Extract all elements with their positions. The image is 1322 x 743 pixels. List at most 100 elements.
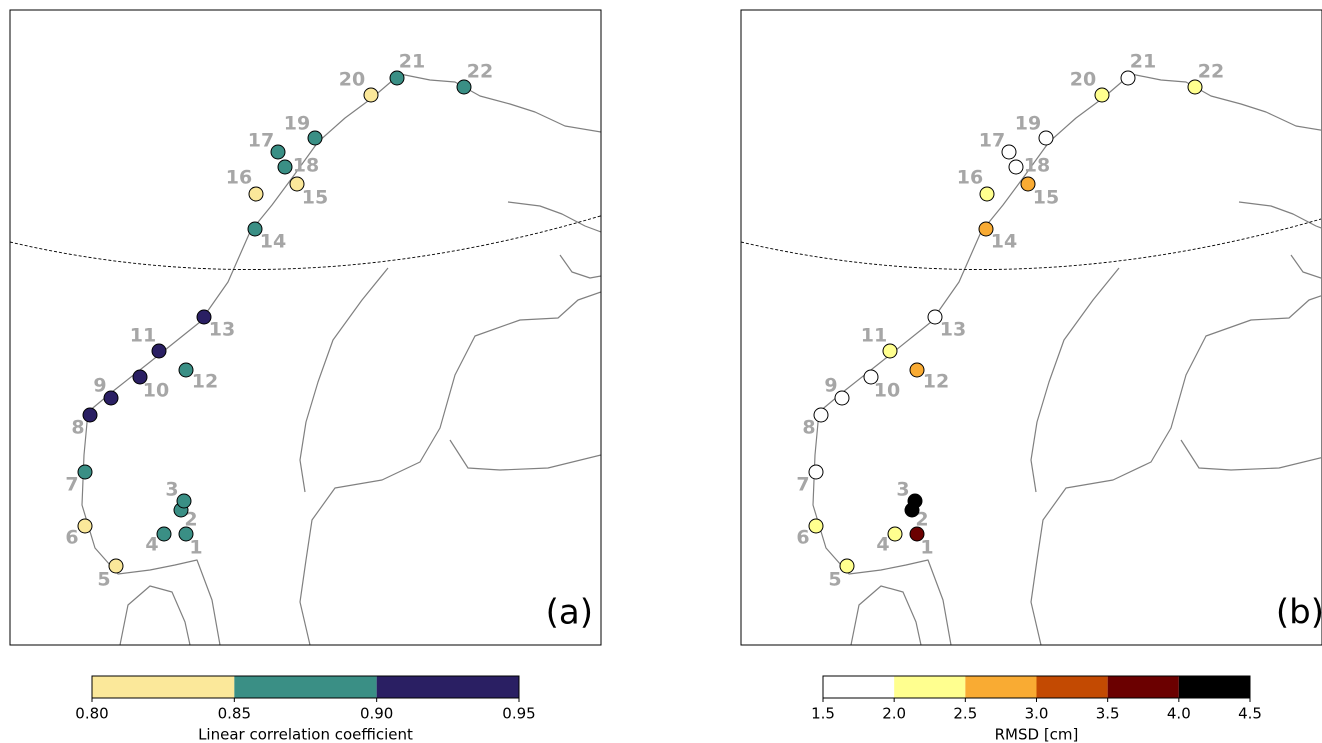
colorbar-segment [965,676,1037,698]
arctic-circle [741,218,1321,270]
panel-label: (a) [546,593,593,633]
station-marker [108,558,124,574]
station-number: 2 [915,509,928,531]
colorbar-segment [1178,676,1250,698]
station-marker [907,493,923,509]
station-number: 3 [165,479,178,501]
colorbar-segment [1107,676,1179,698]
station-number: 4 [145,534,158,556]
station-marker [363,87,379,103]
station-marker [834,390,850,406]
colorbar-tick-label: 1.5 [811,705,835,723]
station-number: 17 [248,130,274,152]
station-number: 20 [1070,69,1096,91]
station-marker [909,362,925,378]
station-marker [248,186,264,202]
station-marker [839,558,855,574]
colorbar-segment [234,676,377,698]
station-marker [1038,130,1054,146]
colorbar-frame [91,675,520,699]
colorbar-tick-label: 4.0 [1167,705,1191,723]
station-number: 8 [71,417,84,439]
station-number: 18 [1024,155,1050,177]
station-marker [863,369,879,385]
station-number: 10 [874,380,900,402]
station-number: 17 [979,130,1005,152]
station-number: 12 [192,371,218,393]
station-marker [1120,70,1136,86]
colorbar-label: Linear correlation coefficient [198,726,413,743]
station-number: 22 [1198,61,1224,83]
station-marker [1020,176,1036,192]
station-marker [178,526,194,542]
station-number: 21 [1130,51,1156,73]
station-marker [887,526,903,542]
coastline [81,73,601,645]
station-marker [808,518,824,534]
colorbar: 0.80 0.85 0.90 0.95 Linear correlation coeff… [75,675,536,743]
colorbar-tick-label: 2.5 [953,705,977,723]
station-number: 1 [920,537,933,559]
station-marker [176,493,192,509]
colorbar-tick-label: 4.5 [1238,705,1262,723]
colorbar-segment [376,676,519,698]
station-number: 10 [143,380,169,402]
station-number: 8 [802,417,815,439]
station-number: 13 [940,319,966,341]
station-number: 15 [1033,187,1059,209]
station-marker [196,309,212,325]
station-number: 21 [399,51,425,73]
colorbar-tick-label: 0.95 [502,705,535,723]
station-number: 14 [260,231,286,253]
station-number: 5 [97,569,110,591]
station-number: 9 [93,375,106,397]
station-marker [82,407,98,423]
station-marker [132,369,148,385]
station-number: 13 [209,319,235,341]
station-number: 20 [339,69,365,91]
station-marker [1187,79,1203,95]
station-number: 7 [796,474,809,496]
station-marker [909,526,925,542]
station-marker [178,362,194,378]
colorbar-tick-label: 0.90 [360,705,393,723]
colorbar-segment [1036,676,1108,698]
station-number: 12 [923,371,949,393]
station-number: 22 [467,61,493,83]
station-number: 3 [896,479,909,501]
station-marker [277,159,293,175]
station-marker [247,221,263,237]
colorbar-tick-label: 3.5 [1096,705,1120,723]
station-number: 9 [824,375,837,397]
station-marker [978,221,994,237]
station-number: 11 [861,325,887,347]
map-frame [9,9,602,646]
colorbar-segment [823,676,895,698]
station-number: 7 [65,474,78,496]
arctic-circle [10,215,601,270]
station-marker [1001,144,1017,160]
station-number: 6 [796,527,809,549]
station-marker [389,70,405,86]
station-marker [979,186,995,202]
colorbar-tick-label: 3.0 [1025,705,1049,723]
colorbar-segment [894,676,966,698]
station-marker [156,526,172,542]
station-number: 15 [302,187,328,209]
station-marker [808,464,824,480]
station-marker [289,176,305,192]
colorbar-tick-label: 0.80 [75,705,108,723]
station-marker [813,407,829,423]
station-number: 1 [189,537,202,559]
station-number: 14 [991,231,1017,253]
station-number: 18 [293,155,319,177]
colorbar-segment [92,676,235,698]
coastline [812,73,1321,645]
station-marker [1094,87,1110,103]
station-marker [270,144,286,160]
station-number: 4 [876,534,889,556]
